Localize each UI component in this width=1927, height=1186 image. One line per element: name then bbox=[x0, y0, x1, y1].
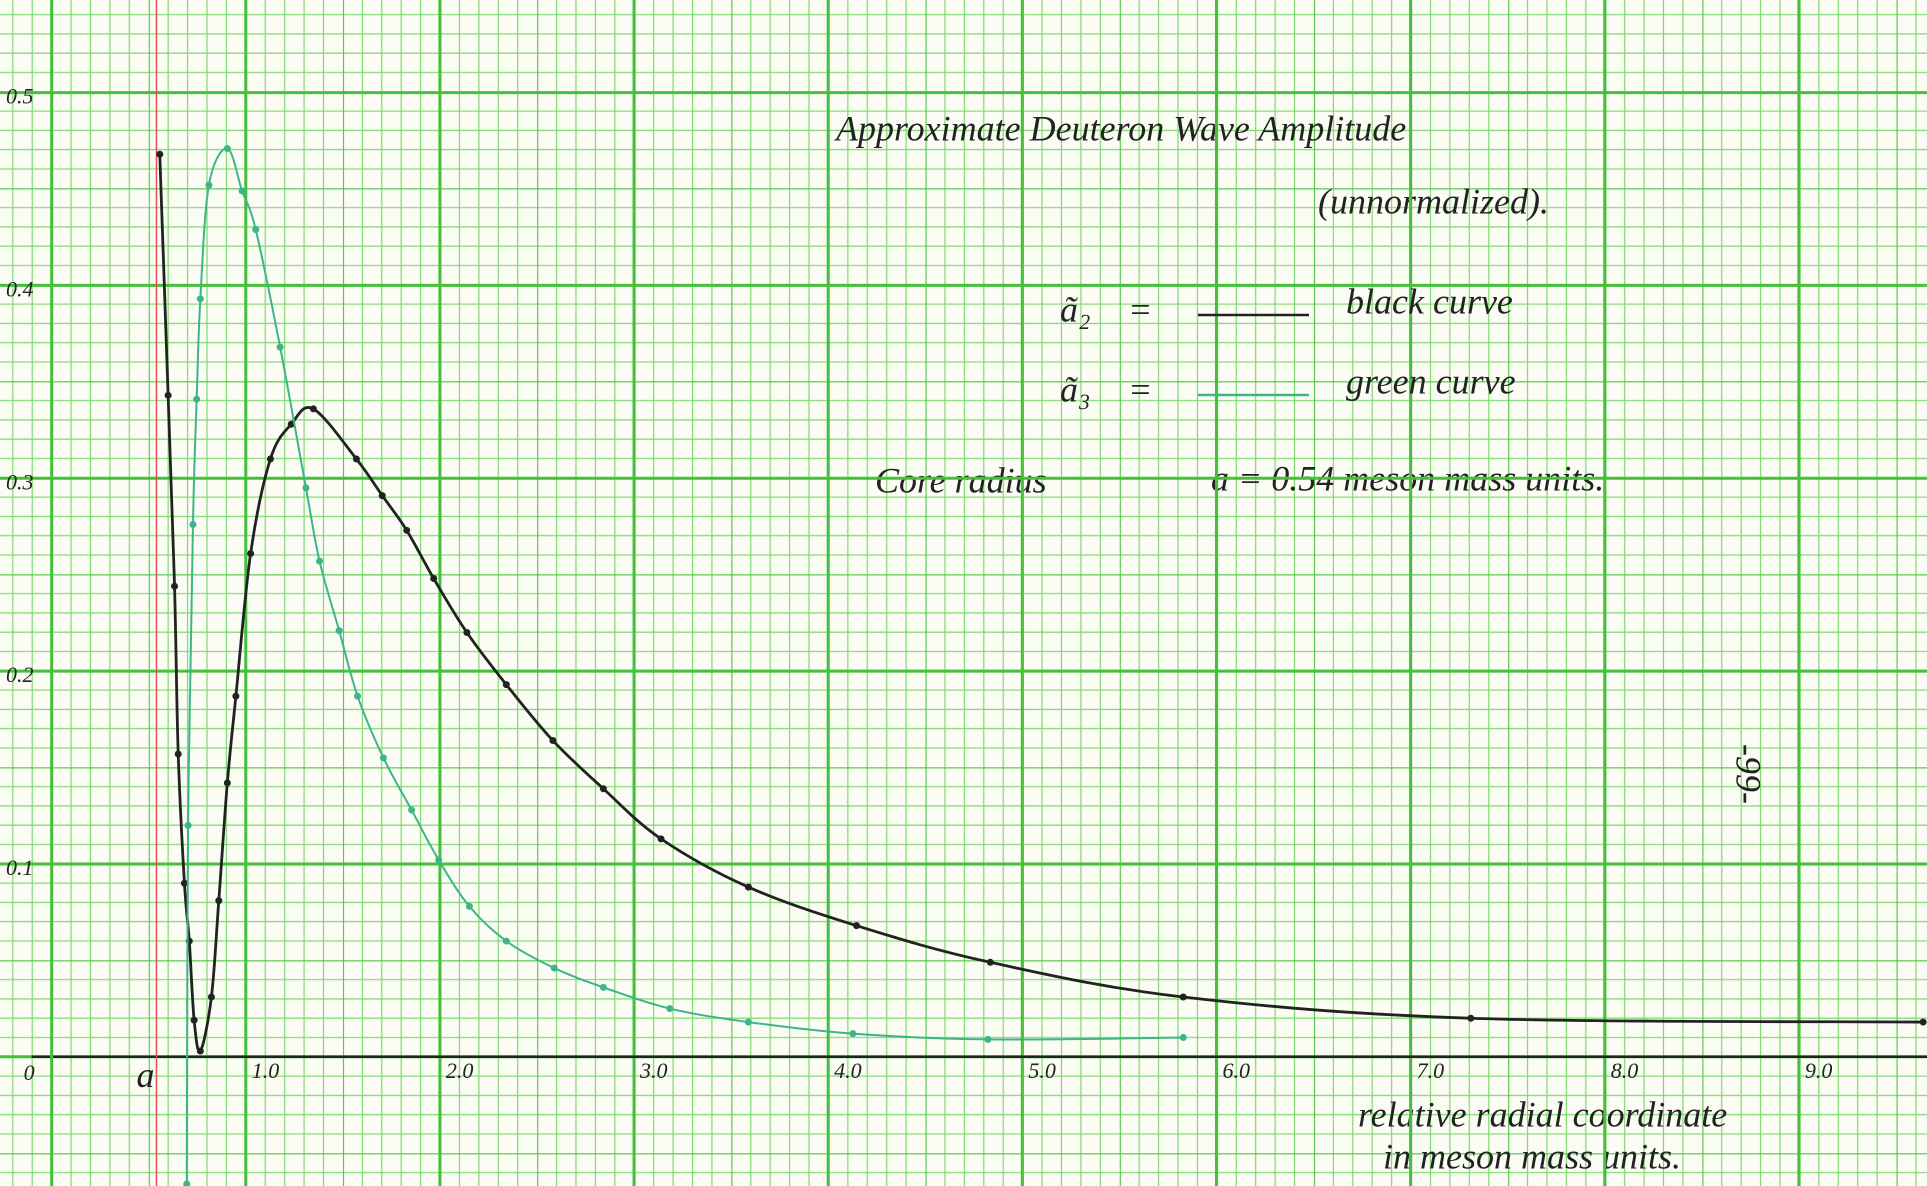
data-point bbox=[266, 455, 274, 463]
series-line bbox=[185, 147, 1184, 1185]
data-point bbox=[463, 629, 471, 637]
data-point bbox=[196, 1047, 204, 1055]
data-point bbox=[183, 1180, 191, 1186]
data-point bbox=[744, 883, 752, 891]
data-point bbox=[853, 922, 861, 930]
data-point bbox=[1919, 1018, 1927, 1026]
y-tick-label: 0.4 bbox=[6, 276, 34, 301]
data-point bbox=[430, 575, 438, 583]
data-point bbox=[190, 1016, 198, 1024]
data-point bbox=[223, 144, 231, 152]
x-tick-label: 7.0 bbox=[1417, 1058, 1445, 1083]
data-point bbox=[180, 879, 188, 887]
y-tick-label: 0 bbox=[24, 1060, 35, 1085]
data-point bbox=[189, 521, 197, 529]
data-point bbox=[184, 821, 192, 829]
data-point bbox=[276, 343, 284, 351]
data-point bbox=[252, 225, 260, 233]
data-point bbox=[164, 391, 172, 399]
data-point bbox=[207, 993, 215, 1001]
data-point bbox=[174, 750, 182, 758]
data-point bbox=[287, 420, 295, 428]
data-point bbox=[302, 484, 310, 492]
chart-title: Approximate Deuteron Wave Amplitude bbox=[834, 108, 1406, 148]
page-number: -99- bbox=[1729, 744, 1769, 804]
x-tick-label: 1.0 bbox=[252, 1058, 280, 1083]
annotation: Core radius bbox=[875, 460, 1047, 500]
data-point bbox=[657, 835, 665, 843]
data-point bbox=[309, 405, 317, 413]
data-point bbox=[435, 856, 443, 864]
y-tick-label: 0.1 bbox=[6, 855, 34, 880]
y-tick-label: 0.3 bbox=[6, 469, 34, 494]
data-point bbox=[335, 627, 343, 635]
data-point bbox=[196, 295, 204, 303]
data-point bbox=[666, 1005, 674, 1013]
data-point bbox=[502, 937, 510, 945]
data-point bbox=[379, 754, 387, 762]
data-point bbox=[193, 395, 201, 403]
data-point bbox=[1179, 1034, 1187, 1042]
x-tick-label: 6.0 bbox=[1222, 1058, 1250, 1083]
legend-equals: = bbox=[1128, 289, 1152, 329]
data-point bbox=[247, 549, 255, 557]
data-point bbox=[408, 806, 416, 814]
legend-symbol: ã₃ bbox=[1060, 369, 1091, 409]
data-point bbox=[156, 150, 164, 158]
data-point bbox=[986, 958, 994, 966]
x-tick-label: 3.0 bbox=[639, 1058, 668, 1083]
x-axis-label: in meson mass units. bbox=[1383, 1136, 1681, 1176]
data-point bbox=[1467, 1014, 1475, 1022]
data-point bbox=[378, 492, 386, 500]
annotation: a bbox=[136, 1055, 154, 1095]
data-point bbox=[232, 692, 240, 700]
x-axis-label: relative radial coordinate bbox=[1358, 1094, 1727, 1134]
y-tick-label: 0.2 bbox=[6, 662, 34, 687]
data-point bbox=[352, 455, 360, 463]
data-point bbox=[744, 1018, 752, 1026]
data-point bbox=[316, 557, 324, 565]
x-tick-label: 9.0 bbox=[1805, 1058, 1833, 1083]
data-point bbox=[238, 187, 246, 195]
data-point bbox=[549, 737, 557, 745]
chart-subtitle: (unnormalized). bbox=[1318, 181, 1549, 221]
legend-label: black curve bbox=[1346, 281, 1513, 321]
x-tick-label: 2.0 bbox=[446, 1058, 474, 1083]
legend-symbol: ã₂ bbox=[1060, 289, 1091, 329]
data-point bbox=[215, 897, 223, 905]
data-point bbox=[550, 964, 558, 972]
legend-equals: = bbox=[1128, 369, 1152, 409]
data-point bbox=[223, 779, 231, 787]
data-point bbox=[465, 902, 473, 910]
legend-label: green curve bbox=[1346, 361, 1516, 401]
x-tick-label: 4.0 bbox=[834, 1058, 862, 1083]
data-point bbox=[849, 1030, 857, 1038]
x-tick-label: 8.0 bbox=[1611, 1058, 1639, 1083]
data-point bbox=[599, 983, 607, 991]
data-point bbox=[171, 582, 179, 590]
data-point bbox=[502, 681, 510, 689]
data-point bbox=[205, 181, 213, 189]
x-tick-label: 5.0 bbox=[1028, 1058, 1056, 1083]
data-point bbox=[354, 692, 362, 700]
data-point bbox=[403, 526, 411, 534]
data-point bbox=[1179, 993, 1187, 1001]
data-point bbox=[599, 785, 607, 793]
y-tick-label: 0.5 bbox=[6, 84, 34, 109]
data-point bbox=[984, 1035, 992, 1043]
